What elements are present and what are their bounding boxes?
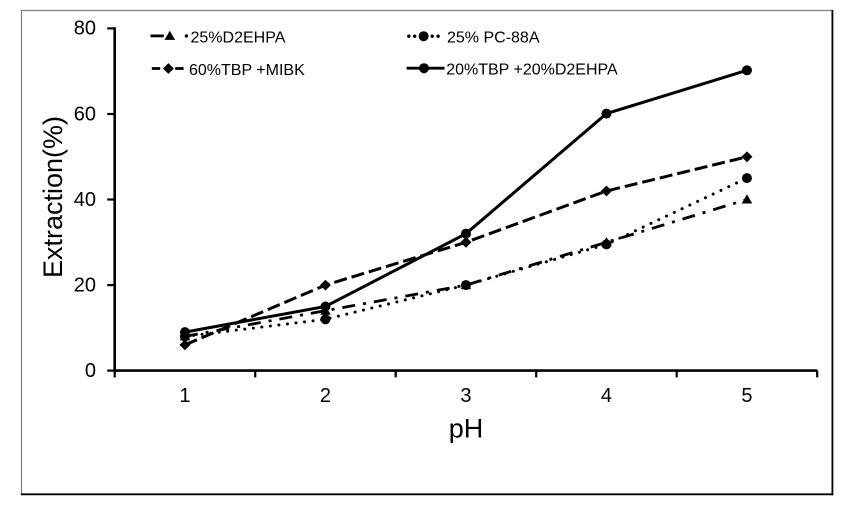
svg-text:2: 2 xyxy=(320,385,331,407)
svg-text:60: 60 xyxy=(74,103,96,125)
svg-text:1: 1 xyxy=(179,385,190,407)
svg-text:40: 40 xyxy=(74,189,96,211)
svg-text:20: 20 xyxy=(74,274,96,296)
svg-text:60%TBP +MIBK: 60%TBP +MIBK xyxy=(189,62,305,79)
svg-text:pH: pH xyxy=(449,414,484,444)
svg-text:25%D2EHPA: 25%D2EHPA xyxy=(191,29,286,46)
svg-text:Extraction(%): Extraction(%) xyxy=(38,116,68,278)
svg-text:25% PC-88A: 25% PC-88A xyxy=(447,30,540,47)
svg-text:5: 5 xyxy=(741,385,752,407)
svg-text:80: 80 xyxy=(74,18,96,40)
svg-text:20%TBP +20%D2EHPA: 20%TBP +20%D2EHPA xyxy=(446,62,618,79)
svg-text:0: 0 xyxy=(85,360,96,382)
svg-text:4: 4 xyxy=(601,385,612,407)
svg-text:3: 3 xyxy=(460,385,471,407)
